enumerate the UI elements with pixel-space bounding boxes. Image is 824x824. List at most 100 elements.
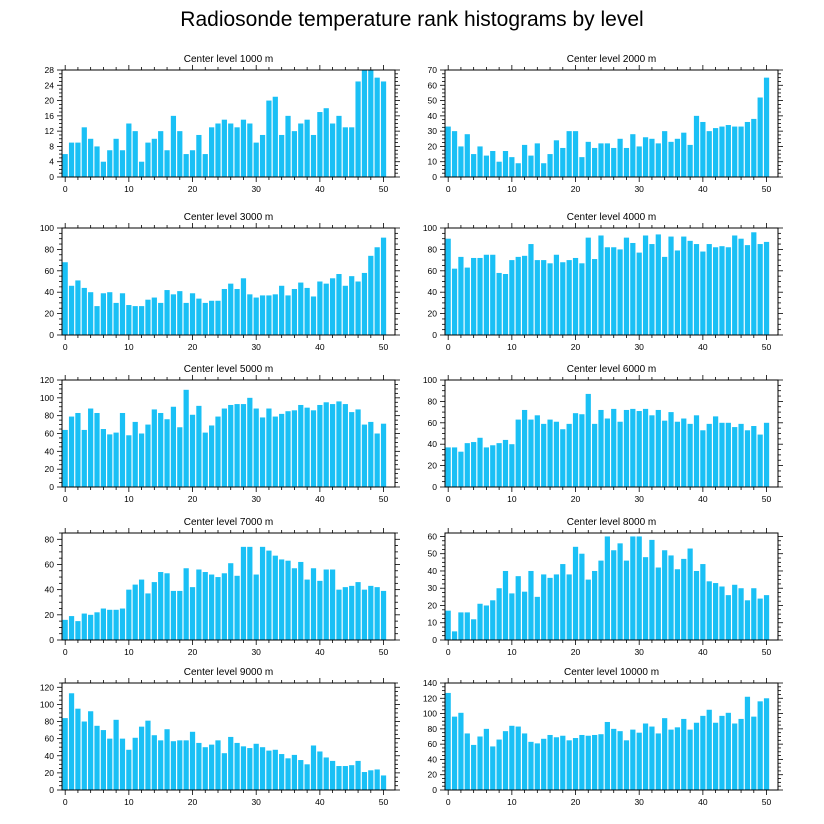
histogram-bar: [81, 613, 87, 640]
histogram-bar: [234, 127, 240, 177]
histogram-bar: [100, 730, 106, 790]
histogram-bar: [177, 427, 183, 487]
histogram-bar: [471, 619, 477, 640]
histogram-bar: [738, 718, 744, 790]
histogram-bar: [259, 417, 266, 487]
x-tick-label: 10: [507, 647, 517, 657]
histogram-bar: [642, 137, 649, 177]
histogram-bar: [342, 127, 348, 177]
histogram-bar: [291, 410, 298, 487]
x-tick-label: 50: [762, 494, 772, 504]
histogram-bar: [496, 272, 502, 335]
histogram-bar: [145, 424, 151, 487]
histogram-bar: [490, 600, 496, 640]
histogram-bar: [298, 404, 304, 487]
x-tick-label: 40: [698, 797, 708, 807]
histogram-bar: [668, 412, 674, 487]
x-tick-label: 40: [315, 494, 325, 504]
histogram-bar: [451, 716, 458, 790]
histogram-bar: [674, 250, 681, 335]
histogram-bar: [215, 300, 221, 335]
histogram-bar: [189, 731, 196, 790]
histogram-bar: [145, 299, 151, 335]
histogram-bar: [521, 255, 528, 335]
histogram-bar: [145, 720, 151, 790]
histogram-bar: [247, 397, 253, 487]
x-tick-label: 40: [315, 184, 325, 194]
y-tick-label: 70: [428, 65, 438, 75]
x-tick-label: 50: [762, 184, 772, 194]
histogram-bar: [509, 593, 515, 640]
histogram-bar: [693, 415, 700, 487]
histogram-bar: [662, 550, 668, 640]
histogram-bar: [126, 589, 132, 640]
panel-title: Center level 8000 m: [567, 517, 657, 528]
histogram-bar: [361, 272, 368, 335]
histogram-bar: [445, 126, 451, 177]
histogram-bar: [521, 144, 528, 177]
histogram-bar: [464, 733, 470, 790]
histogram-bar: [477, 257, 483, 335]
histogram-bar: [611, 408, 617, 487]
histogram-bar: [623, 740, 630, 790]
histogram-bar: [738, 126, 744, 177]
histogram-bar: [547, 263, 553, 335]
histogram-bar: [234, 742, 240, 790]
histogram-bar: [132, 131, 138, 177]
histogram-bar: [725, 712, 731, 790]
histogram-bar: [94, 725, 100, 790]
histogram-bar: [291, 131, 298, 177]
histogram-bar: [534, 415, 540, 487]
y-tick-label: 0: [49, 330, 54, 340]
histogram-bar: [496, 161, 502, 177]
y-tick-label: 100: [40, 699, 54, 709]
panel-title: Center level 9000 m: [184, 667, 274, 678]
histogram-bar: [566, 260, 572, 335]
histogram-bar: [113, 302, 119, 335]
histogram-bar: [107, 738, 113, 790]
histogram-bar: [304, 287, 310, 335]
histogram-bar: [445, 692, 451, 790]
y-tick-label: 40: [428, 287, 438, 297]
histogram-bar: [744, 245, 751, 335]
histogram-bar: [202, 572, 208, 640]
x-tick-label: 20: [571, 797, 581, 807]
histogram-bar: [617, 138, 623, 177]
histogram-bar: [349, 765, 355, 790]
histogram-bar: [604, 247, 610, 335]
histogram-bar: [604, 536, 610, 640]
histogram-bar: [279, 754, 285, 790]
y-tick-label: 20: [428, 600, 438, 610]
histogram-bar: [209, 574, 215, 640]
y-tick-label: 0: [432, 785, 437, 795]
histogram-bar: [502, 570, 509, 640]
histogram-bar: [132, 306, 138, 335]
histogram-bar: [62, 718, 68, 790]
histogram-bar: [655, 234, 661, 335]
histogram-bar: [368, 770, 374, 790]
histogram-bar: [687, 729, 693, 790]
x-tick-label: 0: [63, 184, 68, 194]
histogram-bar: [649, 244, 655, 335]
histogram-bar: [170, 406, 177, 487]
plot-frame: [61, 682, 396, 791]
histogram-bar: [579, 734, 585, 790]
y-tick-label: 4: [49, 157, 54, 167]
y-tick-label: 40: [428, 566, 438, 576]
histogram-bar: [674, 727, 681, 790]
histogram-bar: [183, 302, 189, 335]
histogram-bar: [138, 161, 145, 177]
histogram-bar: [368, 255, 374, 335]
histogram-bar: [317, 281, 323, 335]
x-tick-label: 40: [698, 342, 708, 352]
x-tick-label: 0: [63, 494, 68, 504]
x-tick-label: 10: [124, 647, 134, 657]
histogram-bar: [458, 451, 464, 487]
histogram-bar: [170, 115, 177, 177]
histogram-bar: [329, 123, 336, 177]
histogram-bar: [107, 434, 113, 487]
histogram-bar: [751, 588, 757, 640]
histogram-bar: [598, 409, 604, 487]
histogram-bar: [81, 287, 87, 335]
histogram-bar: [719, 715, 725, 790]
